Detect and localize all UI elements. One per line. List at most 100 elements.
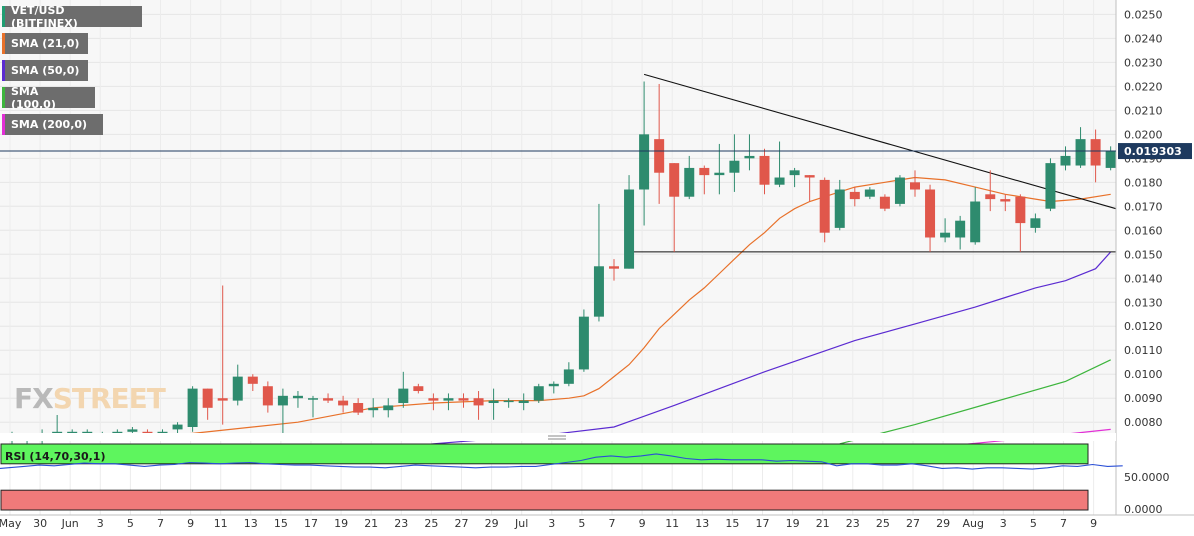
- candle-body: [578, 316, 589, 370]
- legend-sma100[interactable]: SMA (100,0): [2, 84, 95, 111]
- candle-body: [323, 398, 334, 401]
- x-tick-label: 21: [364, 517, 378, 530]
- legend-swatch: [2, 33, 5, 54]
- x-tick-label: 19: [786, 517, 800, 530]
- legend-swatch: [2, 87, 5, 108]
- trendline-layer: [629, 73, 1117, 253]
- candle-body: [729, 160, 740, 173]
- candle-body: [774, 177, 785, 185]
- candle: [443, 393, 454, 411]
- legend-sma21[interactable]: SMA (21,0): [2, 33, 88, 54]
- candle: [789, 167, 800, 188]
- candle-body: [1045, 163, 1056, 209]
- current-price-badge: [1118, 143, 1192, 160]
- x-tick-label: 5: [127, 517, 134, 530]
- candle: [1075, 127, 1086, 168]
- candle-body: [232, 376, 243, 401]
- candle-body: [593, 266, 604, 317]
- candle-body: [277, 395, 288, 406]
- candle: [654, 83, 665, 204]
- x-tick-label: 27: [455, 517, 469, 530]
- candle-body: [338, 400, 349, 406]
- candle-body: [292, 395, 303, 399]
- rsi-panel: 50.0000 0.0000: [0, 443, 1170, 516]
- legend-sma50[interactable]: SMA (50,0): [2, 60, 88, 81]
- y-tick-label: 0.0130: [1124, 296, 1163, 309]
- candle: [609, 259, 619, 281]
- candle: [879, 194, 890, 212]
- y-tick-label: 0.0210: [1124, 104, 1163, 117]
- candle-body: [533, 386, 544, 401]
- candle-body: [940, 232, 951, 238]
- x-tick-label: 5: [578, 517, 585, 530]
- x-tick-label: 25: [424, 517, 438, 530]
- rsi-oversold-zone: [0, 489, 1089, 511]
- x-tick-label: 7: [157, 517, 164, 530]
- y-tick-label: 0.0200: [1124, 128, 1163, 141]
- x-tick-label: 17: [756, 517, 770, 530]
- legend-label: VET/USD (BITFINEX): [10, 3, 78, 30]
- x-tick-label: 13: [244, 517, 258, 530]
- x-tick-label: Jun: [61, 517, 79, 530]
- x-tick-label: 9: [187, 517, 194, 530]
- candle: [624, 175, 635, 269]
- candle-body: [1000, 199, 1011, 202]
- candle-body: [744, 155, 755, 159]
- candle: [684, 155, 695, 200]
- candle-body: [548, 383, 559, 387]
- candle: [458, 393, 469, 408]
- x-tick-label: 7: [609, 517, 616, 530]
- x-tick-label: Aug: [962, 517, 983, 530]
- legend-label: SMA (100,0): [11, 84, 56, 111]
- fxstreet-watermark: FXSTREET: [14, 382, 166, 415]
- x-tick-label: May: [0, 517, 22, 530]
- candle: [398, 371, 409, 408]
- x-tick-label: 23: [394, 517, 408, 530]
- candle: [1030, 213, 1041, 233]
- candle-body: [985, 194, 996, 200]
- candle-body: [473, 398, 484, 406]
- candle: [548, 381, 559, 394]
- y-tick-label: 0.0220: [1124, 80, 1163, 93]
- legend-vetusd[interactable]: VET/USD (BITFINEX): [2, 3, 142, 30]
- y-tick-label: 0.0170: [1124, 200, 1163, 213]
- candle: [940, 218, 951, 243]
- candle: [819, 177, 830, 243]
- legend-sma200[interactable]: SMA (200,0): [2, 114, 103, 135]
- x-tick-label: 3: [1000, 517, 1007, 530]
- candle-body: [879, 196, 890, 209]
- candle: [247, 374, 258, 392]
- x-tick-label: 11: [665, 517, 679, 530]
- candle: [308, 395, 318, 418]
- watermark-fx: FX: [14, 382, 54, 415]
- candle: [669, 163, 680, 252]
- legend-label: SMA (200,0): [11, 118, 88, 131]
- candle-body: [413, 386, 424, 392]
- candle-body: [262, 386, 273, 406]
- x-tick-label: 17: [304, 517, 318, 530]
- candle: [338, 395, 349, 413]
- x-tick-label: 15: [725, 517, 739, 530]
- candle-body: [894, 177, 905, 204]
- candle: [323, 393, 334, 404]
- x-tick-label: 27: [906, 517, 920, 530]
- candle: [518, 393, 529, 411]
- y-tick-label: 0.0250: [1124, 8, 1163, 21]
- candle: [1090, 129, 1101, 183]
- candle: [1045, 158, 1056, 212]
- legend-swatch: [2, 60, 5, 81]
- candle-body: [458, 398, 469, 401]
- candle: [428, 393, 439, 411]
- candle-body: [247, 376, 258, 384]
- x-tick-label: 19: [334, 517, 348, 530]
- candle: [578, 309, 589, 372]
- x-tick-label: 7: [1060, 517, 1067, 530]
- x-tick-label: 3: [97, 517, 104, 530]
- x-tick-label: 29: [485, 517, 499, 530]
- candle: [503, 398, 514, 408]
- y-tick-label: 0.0240: [1124, 32, 1163, 45]
- candle: [533, 383, 544, 404]
- candle-body: [1105, 151, 1116, 168]
- candle-body: [1030, 218, 1041, 228]
